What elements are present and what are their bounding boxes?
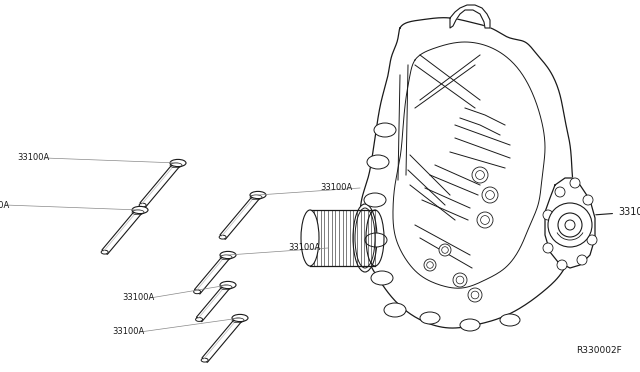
Ellipse shape <box>301 210 319 266</box>
Ellipse shape <box>364 193 386 207</box>
Ellipse shape <box>170 159 186 167</box>
Circle shape <box>486 190 494 199</box>
Circle shape <box>557 260 567 270</box>
Polygon shape <box>102 208 143 254</box>
Circle shape <box>427 262 433 268</box>
Text: 33100A: 33100A <box>288 244 320 253</box>
Ellipse shape <box>139 203 146 207</box>
Text: R330002F: R330002F <box>576 346 622 355</box>
Text: 33100A: 33100A <box>18 154 50 163</box>
Polygon shape <box>450 5 490 28</box>
Text: 33100: 33100 <box>596 207 640 217</box>
Ellipse shape <box>371 271 393 285</box>
Circle shape <box>471 291 479 299</box>
Ellipse shape <box>420 312 440 324</box>
Polygon shape <box>545 178 595 268</box>
Circle shape <box>439 244 451 256</box>
Ellipse shape <box>201 358 208 362</box>
Circle shape <box>543 243 553 253</box>
Ellipse shape <box>250 192 266 199</box>
Ellipse shape <box>196 318 203 321</box>
Ellipse shape <box>365 233 387 247</box>
Circle shape <box>424 259 436 271</box>
Circle shape <box>558 213 582 237</box>
Text: 33100A: 33100A <box>113 327 145 337</box>
Circle shape <box>468 288 482 302</box>
Ellipse shape <box>353 204 377 272</box>
Circle shape <box>477 212 493 228</box>
Polygon shape <box>140 161 180 207</box>
Circle shape <box>442 247 448 253</box>
Text: 33100A: 33100A <box>123 294 155 302</box>
Ellipse shape <box>220 251 236 259</box>
Circle shape <box>476 171 484 179</box>
Circle shape <box>481 216 490 224</box>
Circle shape <box>577 255 587 265</box>
Circle shape <box>482 187 498 203</box>
Ellipse shape <box>220 281 236 289</box>
Ellipse shape <box>132 206 148 214</box>
Circle shape <box>565 220 575 230</box>
Circle shape <box>555 187 565 197</box>
Ellipse shape <box>101 250 108 254</box>
Polygon shape <box>220 193 260 240</box>
Circle shape <box>570 178 580 188</box>
Circle shape <box>472 167 488 183</box>
Polygon shape <box>195 253 230 294</box>
Ellipse shape <box>374 123 396 137</box>
Polygon shape <box>360 18 580 328</box>
Circle shape <box>583 195 593 205</box>
Ellipse shape <box>232 314 248 322</box>
Circle shape <box>453 273 467 287</box>
Polygon shape <box>196 283 230 322</box>
Circle shape <box>456 276 464 284</box>
Circle shape <box>543 210 553 220</box>
Circle shape <box>587 235 597 245</box>
Ellipse shape <box>460 319 480 331</box>
Ellipse shape <box>500 314 520 326</box>
Text: 33100A: 33100A <box>320 183 352 192</box>
Text: 33100A: 33100A <box>0 201 10 209</box>
Circle shape <box>548 203 592 247</box>
Ellipse shape <box>194 290 201 294</box>
Ellipse shape <box>367 155 389 169</box>
Polygon shape <box>202 316 243 362</box>
Ellipse shape <box>384 303 406 317</box>
Ellipse shape <box>219 235 226 239</box>
